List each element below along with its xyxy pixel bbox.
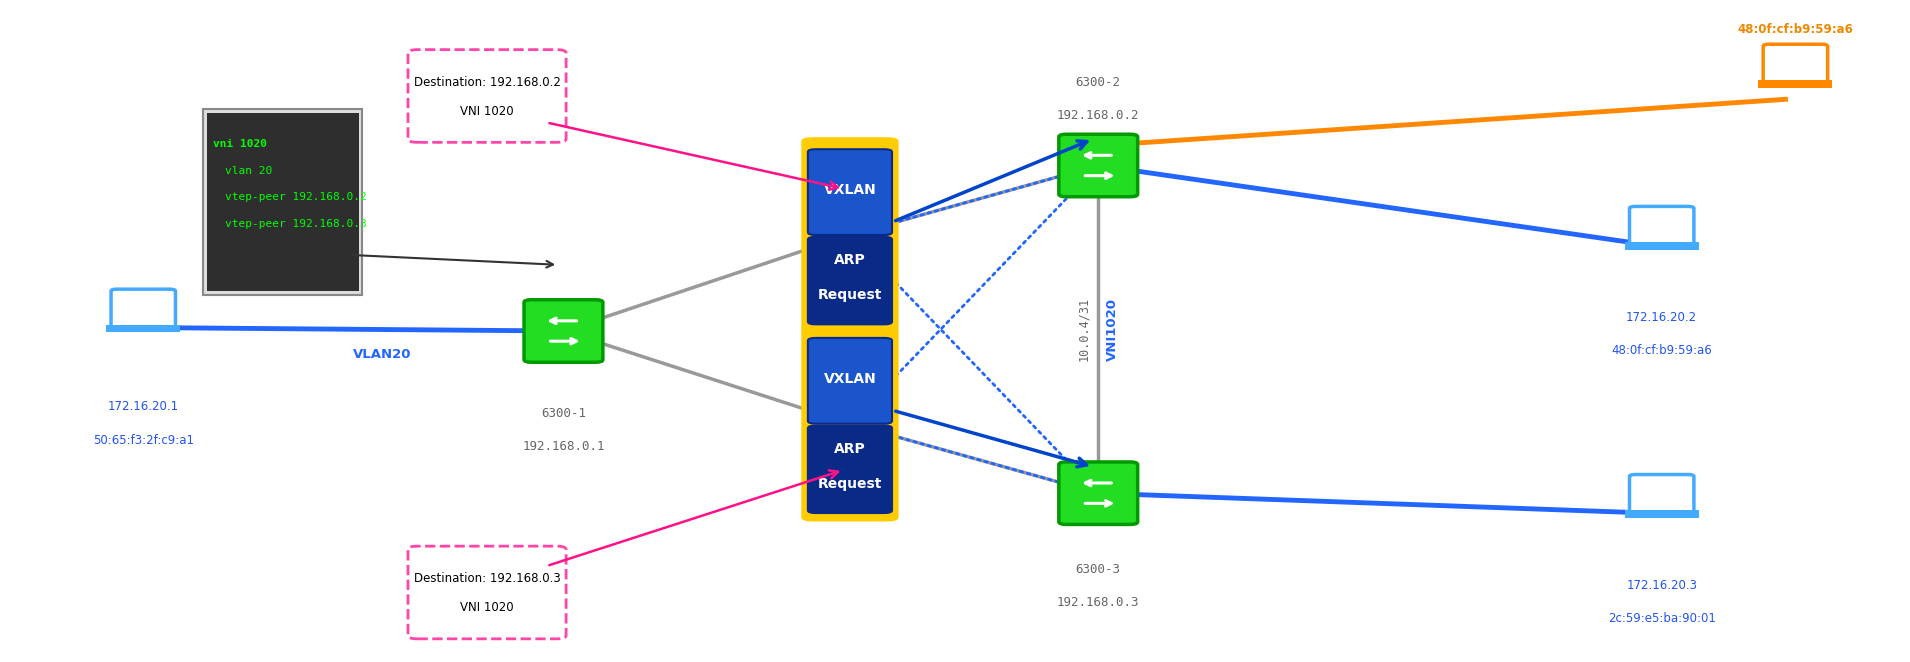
FancyBboxPatch shape [808, 426, 892, 513]
Text: 2c:59:e5:ba:90:01: 2c:59:e5:ba:90:01 [1608, 612, 1715, 626]
Text: 172.16.20.2: 172.16.20.2 [1625, 311, 1698, 324]
Text: Request: Request [817, 477, 882, 491]
Text: 10.0.4/31: 10.0.4/31 [1077, 297, 1091, 361]
Text: VNI 1020: VNI 1020 [460, 601, 514, 614]
FancyBboxPatch shape [111, 289, 176, 328]
Text: vni 1020: vni 1020 [214, 139, 267, 150]
FancyBboxPatch shape [1629, 207, 1694, 245]
Text: Destination: 192.168.0.3: Destination: 192.168.0.3 [414, 572, 560, 585]
Text: vtep-peer 192.168.0.3: vtep-peer 192.168.0.3 [225, 218, 367, 229]
Text: vtep-peer 192.168.0.2: vtep-peer 192.168.0.2 [225, 192, 367, 203]
FancyBboxPatch shape [808, 237, 892, 324]
Text: VNI 1020: VNI 1020 [460, 105, 514, 118]
Text: Request: Request [817, 288, 882, 302]
Text: 172.16.10.2: 172.16.10.2 [1755, 0, 1836, 3]
Text: 50:65:f3:2f:c9:a1: 50:65:f3:2f:c9:a1 [94, 434, 193, 447]
Bar [1625, 242, 1698, 250]
Text: 172.16.20.3: 172.16.20.3 [1625, 579, 1698, 592]
FancyBboxPatch shape [523, 300, 604, 362]
FancyBboxPatch shape [1629, 475, 1694, 513]
FancyBboxPatch shape [802, 326, 898, 522]
FancyBboxPatch shape [1763, 44, 1828, 83]
Text: 6300-2: 6300-2 [1075, 76, 1121, 89]
Text: ARP: ARP [835, 442, 865, 455]
Bar [1625, 510, 1698, 518]
Text: Destination: 192.168.0.2: Destination: 192.168.0.2 [414, 75, 560, 89]
Text: vlan 20: vlan 20 [225, 166, 273, 176]
Bar [206, 113, 359, 291]
Text: 192.168.0.3: 192.168.0.3 [1056, 596, 1140, 609]
FancyBboxPatch shape [808, 338, 892, 424]
Bar [1759, 80, 1832, 87]
FancyBboxPatch shape [802, 137, 898, 333]
Bar [202, 109, 363, 295]
FancyBboxPatch shape [409, 50, 565, 142]
Text: VXLAN: VXLAN [823, 372, 877, 386]
Bar [107, 325, 180, 332]
Text: 192.168.0.1: 192.168.0.1 [521, 440, 605, 453]
Text: 6300-1: 6300-1 [541, 407, 586, 420]
Text: 6300-3: 6300-3 [1075, 563, 1121, 576]
Text: ARP: ARP [835, 253, 865, 267]
FancyBboxPatch shape [1058, 134, 1138, 197]
Text: 192.168.0.2: 192.168.0.2 [1056, 109, 1140, 122]
Text: VLAN20: VLAN20 [353, 348, 413, 361]
FancyBboxPatch shape [409, 546, 565, 639]
Text: VNI1020: VNI1020 [1106, 298, 1119, 361]
Text: 48:0f:cf:b9:59:a6: 48:0f:cf:b9:59:a6 [1738, 23, 1853, 36]
Text: VXLAN: VXLAN [823, 183, 877, 197]
FancyBboxPatch shape [1058, 462, 1138, 524]
FancyBboxPatch shape [808, 149, 892, 235]
Text: 172.16.20.1: 172.16.20.1 [107, 401, 180, 414]
Text: 48:0f:cf:b9:59:a6: 48:0f:cf:b9:59:a6 [1612, 344, 1711, 357]
